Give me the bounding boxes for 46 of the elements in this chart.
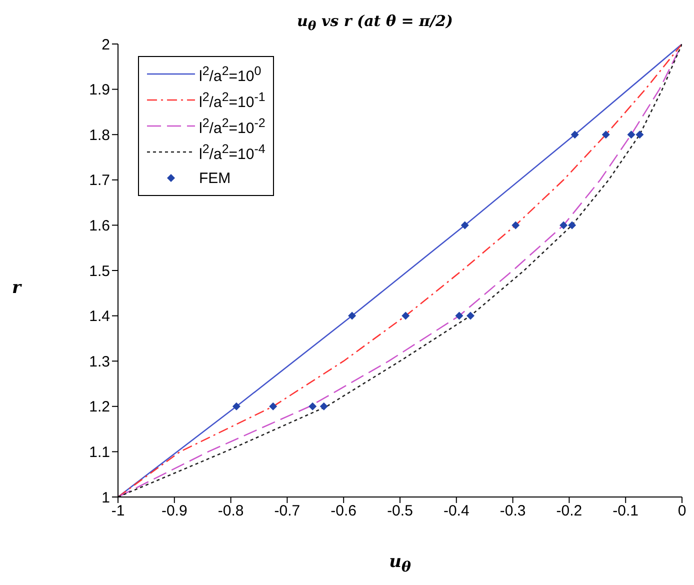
- x-axis-title: u$_{θ}$: [388, 552, 412, 575]
- point: [308, 402, 317, 410]
- x-tick-label: -0.7: [274, 502, 300, 520]
- x-tick-label: -1: [111, 502, 125, 520]
- point: [460, 221, 469, 230]
- point: [348, 312, 356, 320]
- y-axis-title: r: [12, 278, 21, 298]
- x-tick-label: -0.4: [443, 502, 470, 520]
- x-tick-label: 0: [678, 502, 686, 520]
- legend-label: l$^{2}$/a$^{2}$=10$^{0}$: [199, 64, 262, 84]
- legend-label: l$^{2}$/a$^{2}$=10$^{-4}$: [199, 142, 266, 162]
- y-tick-label: 1.1: [89, 444, 110, 462]
- y-tick-label: 1.6: [89, 218, 110, 235]
- chart-title: u$_{θ}$ vs r (at θ = π/2): [296, 12, 454, 33]
- legend-label: l$^{2}$/a$^{2}$=10$^{-1}$: [199, 90, 266, 110]
- point: [320, 402, 328, 410]
- y-tick-label: 1.2: [89, 398, 110, 416]
- x-tick-label: -0.2: [556, 502, 582, 520]
- y-tick-label: 1: [102, 489, 110, 506]
- y-tick-label: 1.9: [89, 82, 110, 99]
- y-tick-label: 1.7: [89, 172, 110, 190]
- x-tick-label: -0.1: [612, 502, 639, 520]
- legend-label: FEM: [199, 170, 231, 186]
- x-tick-label: -0.8: [218, 502, 244, 520]
- point: [512, 221, 520, 230]
- y-tick-label: 1.3: [89, 353, 110, 370]
- x-tick-label: -0.3: [500, 502, 526, 520]
- point: [466, 312, 474, 320]
- x-tick-label: -0.5: [387, 502, 413, 520]
- y-tick-label: 1.4: [89, 308, 110, 326]
- point: [269, 402, 278, 410]
- legend-label: l$^{2}$/a$^{2}$=10$^{-2}$: [199, 116, 266, 136]
- point: [570, 130, 579, 139]
- y-tick-label: 2: [102, 36, 110, 54]
- point: [636, 130, 644, 139]
- point: [627, 130, 636, 139]
- point: [402, 312, 410, 320]
- point: [602, 130, 610, 139]
- x-tick-label: -0.9: [161, 502, 188, 520]
- point: [560, 221, 568, 230]
- y-tick-label: 1.5: [89, 262, 110, 280]
- point: [568, 221, 576, 230]
- y-tick-label: 1.8: [89, 126, 110, 144]
- point: [455, 312, 464, 320]
- x-tick-label: -0.6: [330, 502, 357, 520]
- point: [232, 402, 240, 410]
